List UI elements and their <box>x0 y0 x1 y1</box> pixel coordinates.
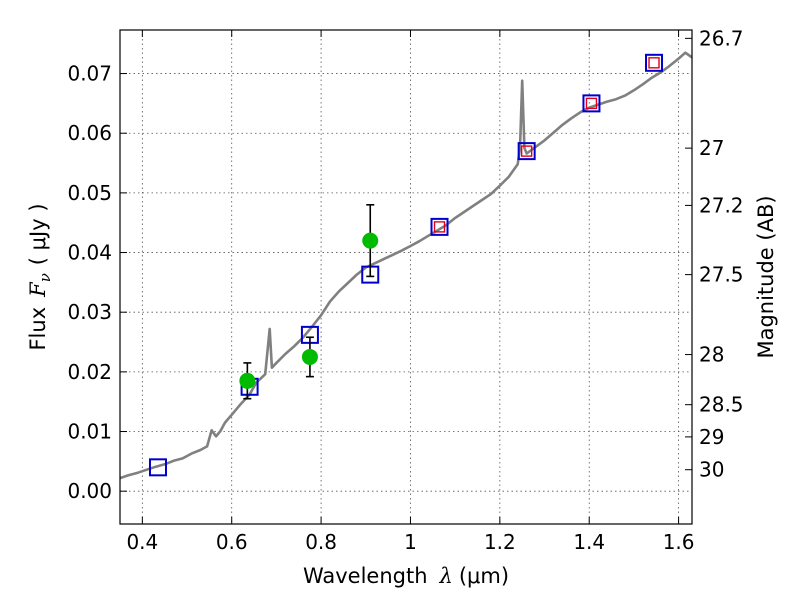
y-tick-label: 0.05 <box>67 181 112 205</box>
y-tick-label: 0.03 <box>67 300 112 324</box>
y-tick-label: 0.02 <box>67 360 112 384</box>
x-tick-label: 0.4 <box>126 530 158 554</box>
y2-tick-label: 27 <box>699 136 724 160</box>
y-tick-label: 0.01 <box>67 420 112 444</box>
x-axis-unit: (μm) <box>459 564 509 588</box>
y-tick-label: 0.00 <box>67 479 112 503</box>
predicted-photometry-marker <box>433 221 446 233</box>
y-axis-unit: ( μJy ) <box>26 203 50 265</box>
plot-area <box>120 51 692 480</box>
x-tick-label: 1.6 <box>663 530 695 554</box>
predicted-photometry-marker <box>648 57 660 69</box>
y-axis-symbol: F <box>26 281 50 298</box>
grid <box>120 30 692 524</box>
predicted-photometry-marker <box>520 145 533 157</box>
y-axis-label-text: Flux <box>26 307 50 351</box>
y2-tick-label: 28.5 <box>699 393 744 417</box>
y2-tick-label: 29 <box>699 425 724 449</box>
y-axis-label: Flux Fν ( μJy ) <box>26 203 54 350</box>
x-axis-symbol: λ <box>439 564 453 588</box>
ticks: 0.4 0.6 0.8 1 1.2 1.4 1.6 0.00 0.01 0.02 0.03 0.04 0… <box>67 26 743 554</box>
observed-point <box>239 372 256 389</box>
axes-frame <box>119 29 693 525</box>
y-tick-label: 0.04 <box>67 241 112 265</box>
data-layer <box>120 51 692 480</box>
predicted-photometry-marker <box>585 97 598 110</box>
y2-tick-label: 28 <box>699 343 724 367</box>
y2-tick-label: 27.2 <box>699 193 744 217</box>
model-photometry-marker <box>582 94 601 113</box>
y-axis-subscript: ν <box>36 273 54 282</box>
observed-point <box>362 232 379 249</box>
y-tick-label: 0.06 <box>67 121 112 145</box>
y2-tick-label: 26.7 <box>699 26 744 50</box>
y2-axis-label: Magnitude (AB) <box>754 195 778 358</box>
model-photometry-marker <box>430 217 449 236</box>
x-tick-label: 0.8 <box>305 530 337 554</box>
x-tick-label: 1.4 <box>573 530 605 554</box>
x-tick-label: 1.2 <box>484 530 516 554</box>
model-photometry-marker <box>645 53 664 72</box>
y2-tick-label: 30 <box>699 458 724 482</box>
y-tick-label: 0.07 <box>67 62 112 86</box>
x-tick-label: 0.6 <box>216 530 248 554</box>
observed-point <box>301 348 318 365</box>
model-photometry-marker <box>517 142 536 161</box>
x-axis-label: Wavelength λ (μm) <box>303 564 509 588</box>
x-tick-label: 1 <box>404 530 417 554</box>
model-photometry-marker <box>148 458 167 477</box>
x-axis-label-text: Wavelength <box>303 564 428 588</box>
y2-tick-label: 27.5 <box>699 263 744 287</box>
